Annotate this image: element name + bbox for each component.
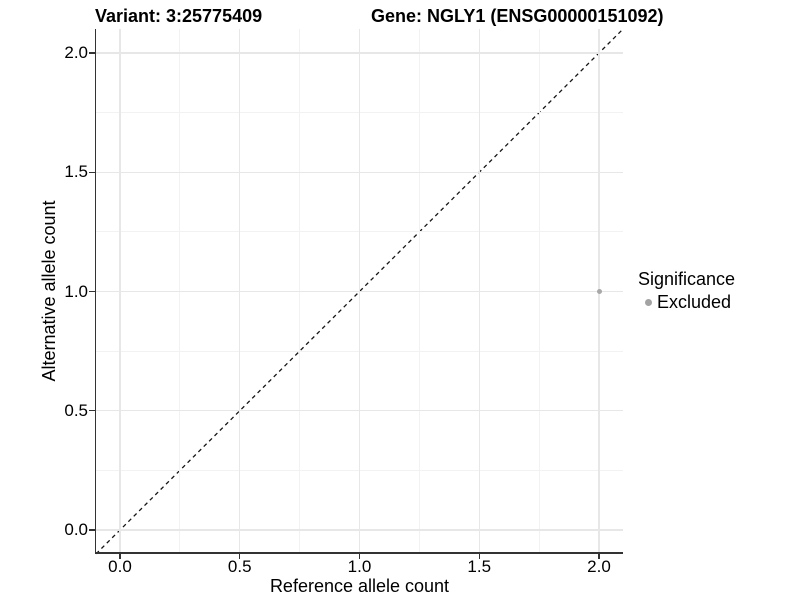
x-axis-tick-label: 1.0 xyxy=(347,557,372,576)
x-axis-tick xyxy=(358,553,361,559)
x-axis-tick xyxy=(119,553,121,559)
legend-items: Excluded xyxy=(638,291,735,313)
x-axis-tick xyxy=(478,553,480,559)
y-axis-line xyxy=(94,29,97,554)
x-axis-title: Reference allele count xyxy=(269,576,450,596)
gridline-vertical-major xyxy=(478,29,480,553)
legend-item: Excluded xyxy=(638,291,735,313)
y-axis-tick xyxy=(89,410,95,412)
y-axis-tick xyxy=(89,529,95,531)
plot-title-variant: Variant: 3:25775409 xyxy=(95,6,263,26)
y-axis-tick xyxy=(89,171,95,173)
legend-title: Significance xyxy=(638,269,736,289)
y-axis-tick xyxy=(89,52,95,54)
plot-panel xyxy=(95,28,624,555)
y-axis-tick-label: 1.5 xyxy=(64,162,88,182)
gridline-horizontal-major xyxy=(96,290,623,293)
x-axis-tick xyxy=(598,553,600,559)
x-axis-tick-label: 0.0 xyxy=(108,557,132,576)
y-axis-tick-label: 1.0 xyxy=(64,281,88,301)
y-axis-tick-label: 2.0 xyxy=(64,43,88,62)
gridline-horizontal-major xyxy=(96,171,623,173)
x-axis-tick-label: 0.5 xyxy=(227,557,252,576)
gridline-horizontal-major xyxy=(96,52,623,54)
y-axis-tick xyxy=(89,290,95,293)
y-axis-tick-label: 0.0 xyxy=(64,520,88,539)
legend: Significance Excluded xyxy=(638,268,735,313)
x-axis-tick-label: 1.5 xyxy=(467,557,492,576)
legend-key-dot-icon xyxy=(645,298,652,306)
plot-title-gene: Gene: NGLY1 (ENSG00000151092) xyxy=(371,6,664,26)
identity-dashed-line xyxy=(95,28,624,555)
x-axis-tick xyxy=(239,553,241,559)
legend-item-label: Excluded xyxy=(657,292,732,312)
x-axis-tick-label: 2.0 xyxy=(587,557,611,576)
identity-line-layer xyxy=(95,28,624,555)
x-axis-line xyxy=(94,552,624,554)
data-point xyxy=(596,289,602,294)
y-axis-tick-label: 0.5 xyxy=(64,400,88,420)
